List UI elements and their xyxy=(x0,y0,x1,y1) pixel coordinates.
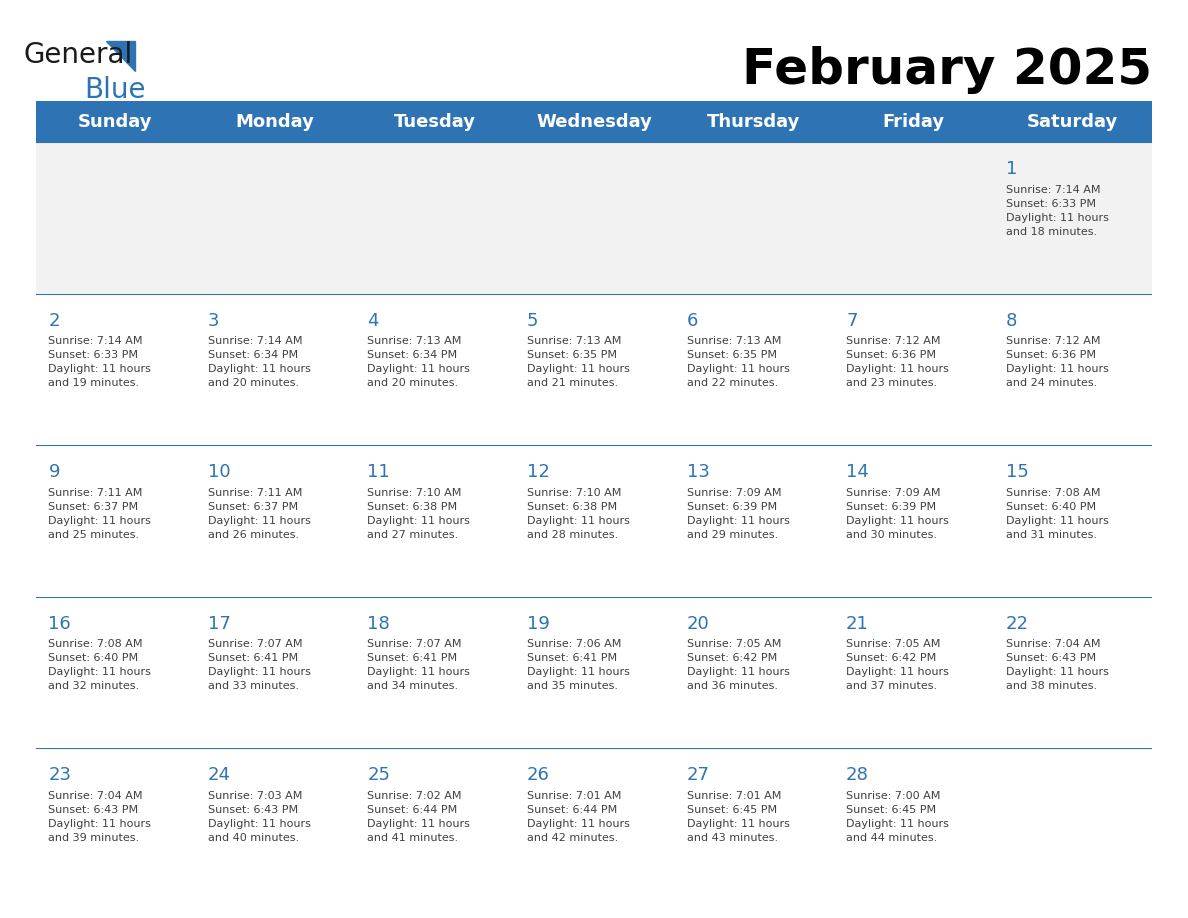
Text: Sunrise: 7:14 AM
Sunset: 6:33 PM
Daylight: 11 hours
and 18 minutes.: Sunrise: 7:14 AM Sunset: 6:33 PM Dayligh… xyxy=(1005,185,1108,237)
Text: February 2025: February 2025 xyxy=(742,46,1152,94)
Text: Sunrise: 7:01 AM
Sunset: 6:44 PM
Daylight: 11 hours
and 42 minutes.: Sunrise: 7:01 AM Sunset: 6:44 PM Dayligh… xyxy=(527,790,630,843)
Text: Sunrise: 7:11 AM
Sunset: 6:37 PM
Daylight: 11 hours
and 26 minutes.: Sunrise: 7:11 AM Sunset: 6:37 PM Dayligh… xyxy=(208,487,311,540)
Text: Sunrise: 7:00 AM
Sunset: 6:45 PM
Daylight: 11 hours
and 44 minutes.: Sunrise: 7:00 AM Sunset: 6:45 PM Dayligh… xyxy=(846,790,949,843)
Text: 20: 20 xyxy=(687,615,709,633)
Text: 14: 14 xyxy=(846,464,868,481)
Text: Sunrise: 7:09 AM
Sunset: 6:39 PM
Daylight: 11 hours
and 30 minutes.: Sunrise: 7:09 AM Sunset: 6:39 PM Dayligh… xyxy=(846,487,949,540)
FancyBboxPatch shape xyxy=(36,101,1152,142)
Text: 6: 6 xyxy=(687,312,697,330)
Text: Sunrise: 7:13 AM
Sunset: 6:34 PM
Daylight: 11 hours
and 20 minutes.: Sunrise: 7:13 AM Sunset: 6:34 PM Dayligh… xyxy=(367,336,470,388)
Text: 10: 10 xyxy=(208,464,230,481)
Text: Sunrise: 7:13 AM
Sunset: 6:35 PM
Daylight: 11 hours
and 22 minutes.: Sunrise: 7:13 AM Sunset: 6:35 PM Dayligh… xyxy=(687,336,789,388)
Text: 11: 11 xyxy=(367,464,390,481)
Text: 23: 23 xyxy=(49,767,71,784)
Text: 25: 25 xyxy=(367,767,391,784)
Text: 17: 17 xyxy=(208,615,230,633)
Text: 27: 27 xyxy=(687,767,709,784)
Text: Sunrise: 7:09 AM
Sunset: 6:39 PM
Daylight: 11 hours
and 29 minutes.: Sunrise: 7:09 AM Sunset: 6:39 PM Dayligh… xyxy=(687,487,789,540)
Text: 5: 5 xyxy=(527,312,538,330)
Text: 22: 22 xyxy=(1005,615,1029,633)
Text: Monday: Monday xyxy=(235,113,315,130)
FancyBboxPatch shape xyxy=(36,294,1152,445)
Text: Saturday: Saturday xyxy=(1026,113,1118,130)
Polygon shape xyxy=(106,41,135,71)
Text: 3: 3 xyxy=(208,312,220,330)
Text: Blue: Blue xyxy=(84,75,146,104)
Text: Sunrise: 7:10 AM
Sunset: 6:38 PM
Daylight: 11 hours
and 28 minutes.: Sunrise: 7:10 AM Sunset: 6:38 PM Dayligh… xyxy=(527,487,630,540)
Text: Tuesday: Tuesday xyxy=(393,113,475,130)
Text: 18: 18 xyxy=(367,615,390,633)
Text: Sunrise: 7:14 AM
Sunset: 6:34 PM
Daylight: 11 hours
and 20 minutes.: Sunrise: 7:14 AM Sunset: 6:34 PM Dayligh… xyxy=(208,336,311,388)
Text: 26: 26 xyxy=(527,767,550,784)
Text: 19: 19 xyxy=(527,615,550,633)
Text: 4: 4 xyxy=(367,312,379,330)
Text: Sunrise: 7:08 AM
Sunset: 6:40 PM
Daylight: 11 hours
and 32 minutes.: Sunrise: 7:08 AM Sunset: 6:40 PM Dayligh… xyxy=(49,639,151,691)
Text: Wednesday: Wednesday xyxy=(536,113,652,130)
Text: Sunrise: 7:11 AM
Sunset: 6:37 PM
Daylight: 11 hours
and 25 minutes.: Sunrise: 7:11 AM Sunset: 6:37 PM Dayligh… xyxy=(49,487,151,540)
Text: 9: 9 xyxy=(49,464,59,481)
Text: 16: 16 xyxy=(49,615,71,633)
Text: Friday: Friday xyxy=(881,113,944,130)
Text: Sunrise: 7:07 AM
Sunset: 6:41 PM
Daylight: 11 hours
and 33 minutes.: Sunrise: 7:07 AM Sunset: 6:41 PM Dayligh… xyxy=(208,639,311,691)
Text: Sunrise: 7:05 AM
Sunset: 6:42 PM
Daylight: 11 hours
and 36 minutes.: Sunrise: 7:05 AM Sunset: 6:42 PM Dayligh… xyxy=(687,639,789,691)
FancyBboxPatch shape xyxy=(36,597,1152,748)
Text: 13: 13 xyxy=(687,464,709,481)
Text: Sunrise: 7:12 AM
Sunset: 6:36 PM
Daylight: 11 hours
and 24 minutes.: Sunrise: 7:12 AM Sunset: 6:36 PM Dayligh… xyxy=(1005,336,1108,388)
Text: Sunrise: 7:10 AM
Sunset: 6:38 PM
Daylight: 11 hours
and 27 minutes.: Sunrise: 7:10 AM Sunset: 6:38 PM Dayligh… xyxy=(367,487,470,540)
Text: Sunrise: 7:14 AM
Sunset: 6:33 PM
Daylight: 11 hours
and 19 minutes.: Sunrise: 7:14 AM Sunset: 6:33 PM Dayligh… xyxy=(49,336,151,388)
Text: 28: 28 xyxy=(846,767,868,784)
Text: Sunrise: 7:03 AM
Sunset: 6:43 PM
Daylight: 11 hours
and 40 minutes.: Sunrise: 7:03 AM Sunset: 6:43 PM Dayligh… xyxy=(208,790,311,843)
Text: 21: 21 xyxy=(846,615,868,633)
Text: 7: 7 xyxy=(846,312,858,330)
Text: Sunrise: 7:02 AM
Sunset: 6:44 PM
Daylight: 11 hours
and 41 minutes.: Sunrise: 7:02 AM Sunset: 6:44 PM Dayligh… xyxy=(367,790,470,843)
Text: 24: 24 xyxy=(208,767,230,784)
FancyBboxPatch shape xyxy=(36,142,1152,294)
Text: Sunrise: 7:04 AM
Sunset: 6:43 PM
Daylight: 11 hours
and 39 minutes.: Sunrise: 7:04 AM Sunset: 6:43 PM Dayligh… xyxy=(49,790,151,843)
Text: Sunrise: 7:01 AM
Sunset: 6:45 PM
Daylight: 11 hours
and 43 minutes.: Sunrise: 7:01 AM Sunset: 6:45 PM Dayligh… xyxy=(687,790,789,843)
Text: Sunrise: 7:04 AM
Sunset: 6:43 PM
Daylight: 11 hours
and 38 minutes.: Sunrise: 7:04 AM Sunset: 6:43 PM Dayligh… xyxy=(1005,639,1108,691)
Text: Sunrise: 7:12 AM
Sunset: 6:36 PM
Daylight: 11 hours
and 23 minutes.: Sunrise: 7:12 AM Sunset: 6:36 PM Dayligh… xyxy=(846,336,949,388)
FancyBboxPatch shape xyxy=(36,445,1152,597)
Text: 2: 2 xyxy=(49,312,59,330)
Text: Pimentel, Duarte, Dominican Republic: Pimentel, Duarte, Dominican Republic xyxy=(729,101,1152,121)
Text: Thursday: Thursday xyxy=(707,113,801,130)
FancyBboxPatch shape xyxy=(36,748,1152,900)
Text: 8: 8 xyxy=(1005,312,1017,330)
Text: Sunrise: 7:05 AM
Sunset: 6:42 PM
Daylight: 11 hours
and 37 minutes.: Sunrise: 7:05 AM Sunset: 6:42 PM Dayligh… xyxy=(846,639,949,691)
Text: 12: 12 xyxy=(527,464,550,481)
Text: Sunrise: 7:13 AM
Sunset: 6:35 PM
Daylight: 11 hours
and 21 minutes.: Sunrise: 7:13 AM Sunset: 6:35 PM Dayligh… xyxy=(527,336,630,388)
Text: 15: 15 xyxy=(1005,464,1029,481)
Text: Sunrise: 7:07 AM
Sunset: 6:41 PM
Daylight: 11 hours
and 34 minutes.: Sunrise: 7:07 AM Sunset: 6:41 PM Dayligh… xyxy=(367,639,470,691)
Text: Sunday: Sunday xyxy=(78,113,152,130)
Text: 1: 1 xyxy=(1005,161,1017,178)
Text: Sunrise: 7:06 AM
Sunset: 6:41 PM
Daylight: 11 hours
and 35 minutes.: Sunrise: 7:06 AM Sunset: 6:41 PM Dayligh… xyxy=(527,639,630,691)
Text: Sunrise: 7:08 AM
Sunset: 6:40 PM
Daylight: 11 hours
and 31 minutes.: Sunrise: 7:08 AM Sunset: 6:40 PM Dayligh… xyxy=(1005,487,1108,540)
Text: General: General xyxy=(24,41,133,70)
